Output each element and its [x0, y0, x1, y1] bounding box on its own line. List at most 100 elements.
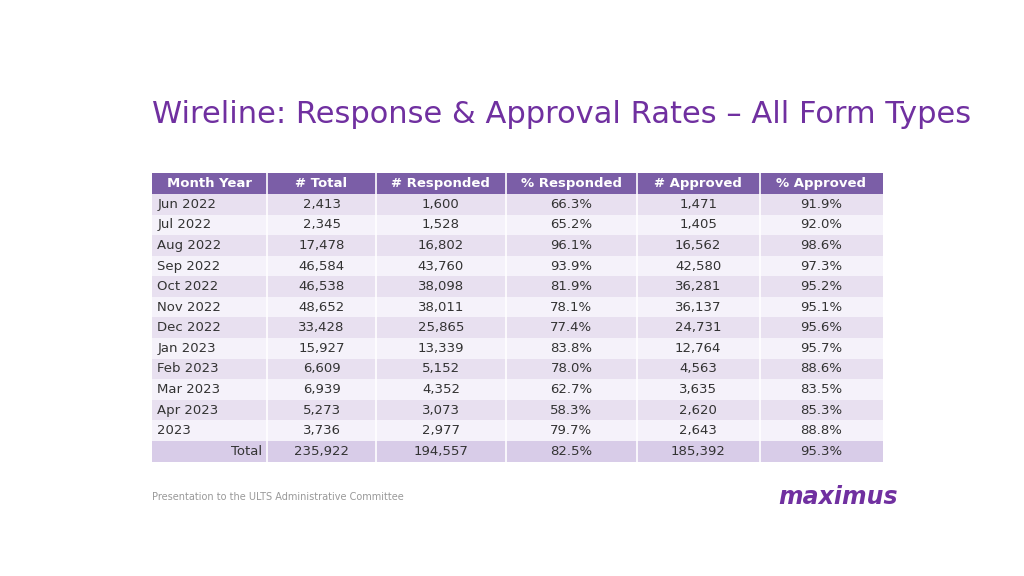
Text: 91.9%: 91.9%	[801, 198, 843, 211]
Bar	[376, 359, 506, 379]
Text: 83.8%: 83.8%	[551, 342, 593, 355]
Text: 1,528: 1,528	[422, 218, 460, 232]
Text: Apr 2023: Apr 2023	[158, 404, 218, 416]
Text: 36,281: 36,281	[675, 280, 722, 293]
Bar	[637, 194, 760, 214]
Bar	[267, 276, 376, 297]
Bar	[637, 297, 760, 317]
Text: 62.7%: 62.7%	[550, 383, 593, 396]
Bar	[760, 235, 883, 256]
Bar	[152, 400, 267, 420]
Bar	[637, 214, 760, 235]
Text: 24,731: 24,731	[675, 321, 722, 334]
Text: # Total: # Total	[296, 177, 347, 190]
Text: 4,563: 4,563	[679, 362, 717, 376]
Text: 38,098: 38,098	[418, 280, 464, 293]
Bar	[637, 420, 760, 441]
Text: 82.5%: 82.5%	[550, 445, 593, 458]
Text: 95.2%: 95.2%	[801, 280, 843, 293]
Bar	[267, 338, 376, 359]
Text: Jul 2022: Jul 2022	[158, 218, 212, 232]
Text: 97.3%: 97.3%	[801, 260, 843, 272]
Bar	[506, 214, 637, 235]
Bar	[760, 214, 883, 235]
Text: Presentation to the ULTS Administrative Committee: Presentation to the ULTS Administrative …	[152, 492, 403, 502]
Bar	[637, 235, 760, 256]
Bar	[376, 317, 506, 338]
Text: Feb 2023: Feb 2023	[158, 362, 219, 376]
Text: 46,584: 46,584	[298, 260, 345, 272]
Bar	[376, 379, 506, 400]
Bar	[376, 173, 506, 194]
Bar	[376, 420, 506, 441]
Bar	[152, 235, 267, 256]
Bar	[376, 441, 506, 461]
Bar	[506, 441, 637, 461]
Bar	[760, 173, 883, 194]
Bar	[152, 420, 267, 441]
Bar	[760, 441, 883, 461]
Bar	[376, 400, 506, 420]
Text: 1,405: 1,405	[679, 218, 717, 232]
Text: 1,600: 1,600	[422, 198, 460, 211]
Text: # Approved: # Approved	[654, 177, 742, 190]
Bar	[267, 173, 376, 194]
Text: 92.0%: 92.0%	[801, 218, 843, 232]
Text: Jun 2022: Jun 2022	[158, 198, 216, 211]
Bar	[506, 194, 637, 214]
Bar	[267, 441, 376, 461]
Bar	[760, 359, 883, 379]
Bar	[267, 379, 376, 400]
Bar	[760, 379, 883, 400]
Text: 2,643: 2,643	[679, 425, 717, 437]
Text: 2,620: 2,620	[679, 404, 717, 416]
Text: 38,011: 38,011	[418, 301, 464, 314]
Text: 85.3%: 85.3%	[801, 404, 843, 416]
Text: 43,760: 43,760	[418, 260, 464, 272]
Bar	[376, 194, 506, 214]
Bar	[152, 194, 267, 214]
Bar	[152, 359, 267, 379]
Text: 13,339: 13,339	[418, 342, 464, 355]
Bar	[152, 214, 267, 235]
Bar	[637, 379, 760, 400]
Text: 96.1%: 96.1%	[551, 239, 593, 252]
Text: Oct 2022: Oct 2022	[158, 280, 218, 293]
Bar	[267, 194, 376, 214]
Bar	[376, 256, 506, 276]
Bar	[376, 297, 506, 317]
Bar	[506, 400, 637, 420]
Text: maximus: maximus	[778, 485, 898, 509]
Text: 95.6%: 95.6%	[801, 321, 843, 334]
Bar	[506, 173, 637, 194]
Text: 4,352: 4,352	[422, 383, 460, 396]
Bar	[376, 214, 506, 235]
Text: 95.1%: 95.1%	[801, 301, 843, 314]
Bar	[376, 276, 506, 297]
Bar	[760, 400, 883, 420]
Bar	[760, 317, 883, 338]
Bar	[760, 256, 883, 276]
Bar	[637, 256, 760, 276]
Bar	[637, 359, 760, 379]
Bar	[637, 276, 760, 297]
Text: 93.9%: 93.9%	[551, 260, 593, 272]
Text: # Responded: # Responded	[391, 177, 490, 190]
Bar	[267, 420, 376, 441]
Text: 98.6%: 98.6%	[801, 239, 843, 252]
Bar	[760, 420, 883, 441]
Text: Nov 2022: Nov 2022	[158, 301, 221, 314]
Text: 78.0%: 78.0%	[551, 362, 593, 376]
Bar	[506, 297, 637, 317]
Bar	[152, 338, 267, 359]
Bar	[152, 441, 267, 461]
Bar	[637, 400, 760, 420]
Text: 3,736: 3,736	[302, 425, 341, 437]
Text: 2023: 2023	[158, 425, 191, 437]
Text: 12,764: 12,764	[675, 342, 722, 355]
Bar	[506, 379, 637, 400]
Bar	[760, 297, 883, 317]
Bar	[152, 256, 267, 276]
Text: Wireline: Response & Approval Rates – All Form Types: Wireline: Response & Approval Rates – Al…	[152, 100, 971, 129]
Text: 65.2%: 65.2%	[550, 218, 593, 232]
